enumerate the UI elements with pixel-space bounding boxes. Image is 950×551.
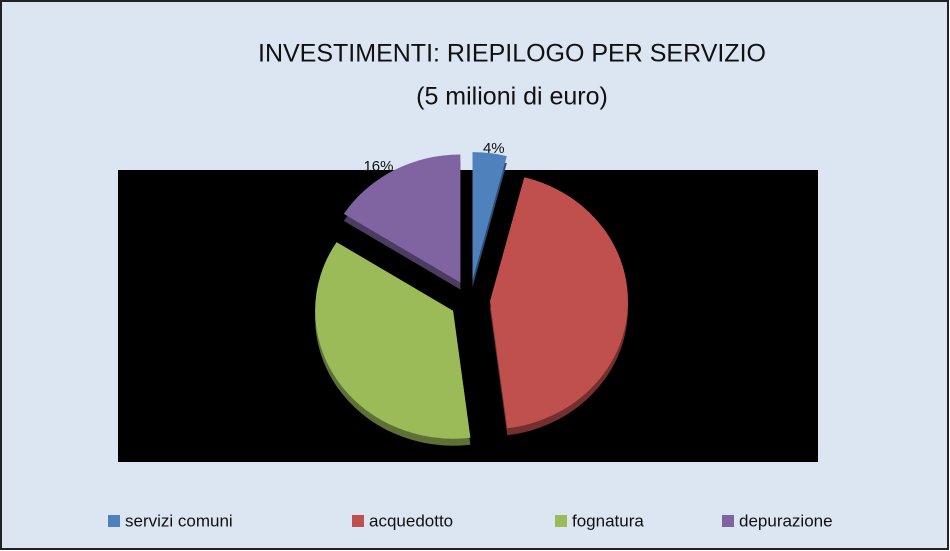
data-label: 16% <box>363 158 393 175</box>
slice <box>343 154 461 283</box>
plot-area <box>118 170 818 462</box>
legend-label: fognatura <box>572 511 644 530</box>
legend-swatch <box>722 515 734 527</box>
slice <box>315 242 471 439</box>
legend-label: acquedotto <box>369 511 453 530</box>
legend-swatch <box>555 515 567 527</box>
data-label: 4% <box>483 140 505 157</box>
legend-swatch <box>108 515 120 527</box>
chart-title: INVESTIMENTI: RIEPILOGO PER SERVIZIO <box>258 40 766 68</box>
legend-swatch <box>352 515 364 527</box>
legend-label: depurazione <box>739 511 833 530</box>
chart-subtitle: (5 milioni di euro) <box>416 83 608 111</box>
slice <box>489 177 628 429</box>
legend-label: servizi comuni <box>125 511 233 530</box>
slice <box>472 152 507 281</box>
